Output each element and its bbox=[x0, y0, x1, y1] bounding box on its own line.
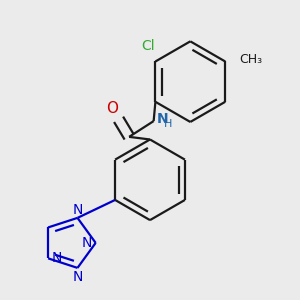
Text: N: N bbox=[52, 251, 62, 265]
Text: H: H bbox=[164, 119, 172, 129]
Text: N: N bbox=[81, 236, 92, 250]
Text: N: N bbox=[72, 270, 83, 284]
Text: N: N bbox=[72, 203, 83, 217]
Text: CH₃: CH₃ bbox=[239, 53, 262, 66]
Text: N: N bbox=[157, 112, 169, 126]
Text: Cl: Cl bbox=[142, 39, 155, 53]
Text: O: O bbox=[106, 101, 118, 116]
